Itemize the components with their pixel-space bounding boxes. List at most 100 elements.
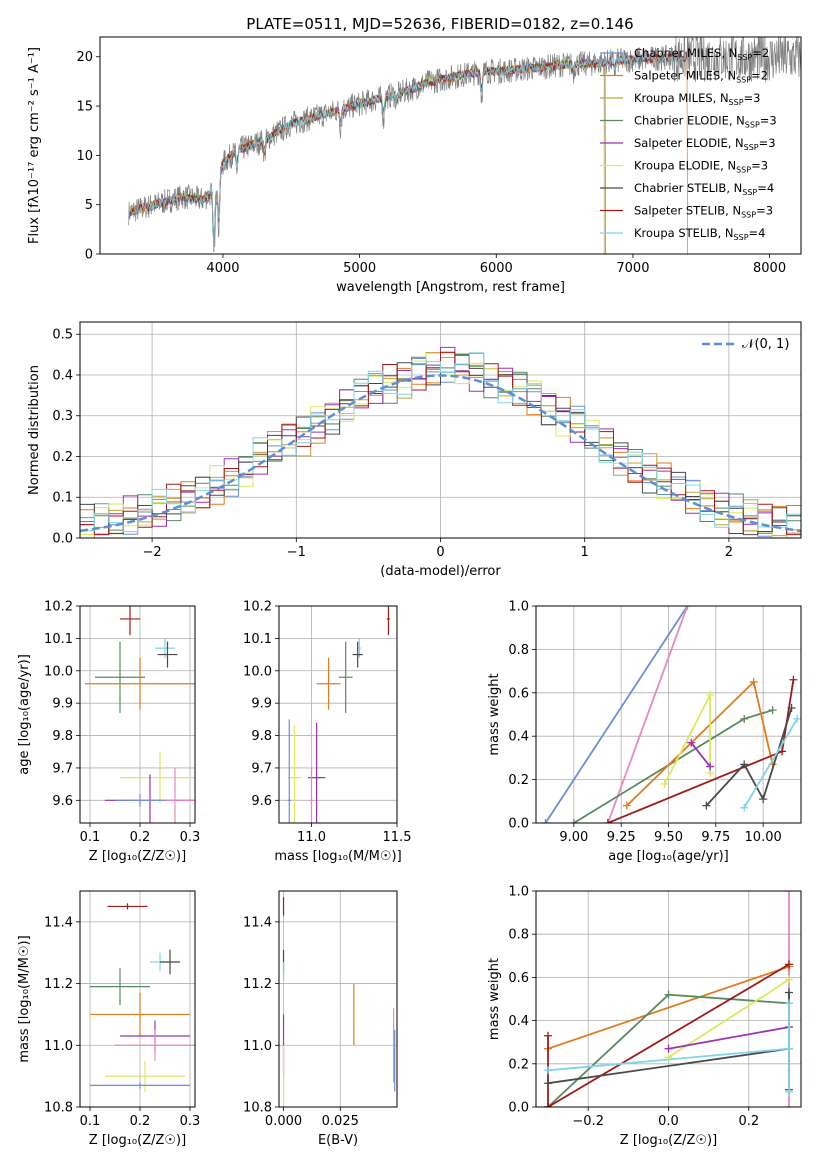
error-bar-point [90, 968, 150, 1006]
mass-weight-marker [740, 803, 749, 812]
x-tick-label: 0.3 [180, 1114, 201, 1129]
y-tick-label: 11.4 [243, 915, 272, 930]
x-tick-label: 8000 [753, 261, 786, 276]
x-tick-label: 0.3 [180, 830, 201, 845]
legend-entry: Chabrier MILES, NSSP=2 [634, 46, 769, 62]
y-tick-label: 5 [85, 198, 93, 213]
y-tick-label: 0.0 [508, 817, 529, 832]
x-tick-label: −0.2 [572, 1114, 604, 1129]
mass-vs-ebv-plot-area [282, 897, 396, 1107]
error-bar-point [107, 903, 148, 910]
mass-weight-marker [664, 990, 673, 999]
mass-weight-marker [784, 891, 793, 895]
x-tick-label: 1 [581, 545, 589, 560]
y-tick-label: 0.4 [52, 368, 73, 383]
y-tick-label: 10.8 [243, 1101, 272, 1116]
y-axis-label: mass [log₁₀(M/M☉)] [17, 935, 32, 1062]
x-tick-label: 9.25 [607, 830, 636, 845]
legend-entry: Kroupa MILES, NSSP=3 [634, 91, 760, 107]
y-tick-label: 0.4 [508, 730, 529, 745]
residual-histogram [80, 352, 801, 533]
mass-weight-line [626, 680, 774, 807]
y-tick-label: 20 [76, 50, 93, 65]
error-bar-point [352, 641, 363, 668]
x-axis-label: Z [log₁₀(Z/Z☉)] [620, 1133, 717, 1148]
y-tick-label: 10.1 [243, 632, 272, 647]
x-tick-label: 0.2 [130, 830, 151, 845]
mass-weight-line [607, 679, 795, 823]
mass-weight-marker [784, 988, 793, 997]
model-spectrum-line [128, 58, 606, 248]
y-tick-label: 9.6 [52, 794, 73, 809]
y-tick-label: 0.2 [508, 1057, 529, 1072]
x-tick-label: 5000 [343, 261, 376, 276]
y-tick-label: 10.2 [44, 600, 73, 615]
mass-weight-marker [569, 819, 578, 823]
mass-weight-line [607, 606, 689, 823]
x-tick-label: 10.00 [745, 830, 782, 845]
legend-entry: Kroupa STELIB, NSSP=4 [634, 226, 765, 242]
error-bar-point [95, 641, 145, 713]
mw-vs-age-panel: 9.00 9.25 9.50 9.75 10.00 0.0 0.2 0.4 0.6 0.8 1.0 a… [487, 600, 802, 864]
mass-weight-marker [664, 1044, 673, 1053]
y-tick-label: 10.8 [44, 1101, 73, 1116]
x-tick-label: 6000 [480, 261, 513, 276]
x-axis-label: E(B-V) [318, 1133, 358, 1148]
x-tick-label: 11.5 [383, 830, 412, 845]
mass-weight-marker [740, 714, 749, 723]
y-tick-label: 11.2 [243, 977, 272, 992]
residual-histogram [80, 352, 801, 537]
mass-vs-z-plot-area [90, 903, 195, 1092]
y-axis-label: age [log₁₀(age/yr)] [17, 654, 32, 775]
y-tick-label: 11.4 [44, 915, 73, 930]
legend-entry: 𝒩(0, 1) [742, 337, 789, 352]
error-bar-point [316, 657, 341, 710]
y-tick-label: 9.7 [52, 761, 73, 776]
x-tick-label: −1 [287, 545, 306, 560]
residual-histogram [80, 351, 801, 536]
y-tick-label: 10.1 [44, 632, 73, 647]
mass-weight-marker [793, 714, 801, 723]
error-bar-point [308, 722, 326, 823]
y-tick-label: 9.9 [251, 697, 272, 712]
mass-weight-line [547, 965, 790, 1050]
legend-entry: Salpeter STELIB, NSSP=3 [634, 204, 773, 220]
error-bar-point [309, 767, 314, 823]
y-tick-label: 15 [76, 100, 93, 115]
x-tick-label: −2 [143, 545, 162, 560]
normal-distribution-curve [80, 374, 801, 533]
error-bar-point [115, 793, 165, 807]
y-tick-label: 11.2 [44, 977, 73, 992]
mw-vs-age-plot-area [541, 606, 801, 823]
x-tick-label: 0.0 [658, 1114, 679, 1129]
y-tick-label: 11.0 [243, 1039, 272, 1054]
mw-vs-z-plot-area [544, 891, 793, 1107]
error-bar-point [90, 1082, 190, 1089]
observed-spectrum-line [128, 37, 801, 253]
model-spectrum-line [128, 57, 606, 254]
y-tick-label: 0.5 [52, 328, 73, 343]
mass-weight-line [663, 694, 711, 785]
x-axis-label: mass [log₁₀(M/M☉)] [274, 849, 401, 864]
y-tick-label: 1.0 [508, 600, 529, 615]
mass-weight-marker [702, 801, 711, 810]
error-bar-point [287, 719, 291, 823]
x-tick-label: 0.2 [738, 1114, 759, 1129]
y-tick-label: 0.2 [508, 773, 529, 788]
legend-entry: Chabrier STELIB, NSSP=4 [634, 181, 774, 197]
mass-vs-ebv-panel: 0.000 0.025 10.8 11.0 11.2 11.4 E(B-V) [243, 890, 398, 1148]
mass-weight-line [743, 718, 798, 809]
mass-weight-marker [784, 960, 793, 969]
y-tick-label: 10.2 [243, 600, 272, 615]
x-tick-label: 0 [436, 545, 444, 560]
x-axis-label: age [log₁₀(age/yr)] [608, 849, 729, 864]
mass-weight-marker [759, 795, 768, 804]
x-tick-label: 9.50 [654, 830, 683, 845]
error-bar-point [85, 657, 195, 710]
y-axis-label: Flux [fλ10⁻¹⁷ erg cm⁻² s⁻¹ A⁻¹] [27, 47, 42, 244]
axes-frame [278, 605, 398, 824]
error-bar-point [115, 1029, 195, 1061]
y-tick-label: 0.4 [508, 1014, 529, 1029]
y-tick-label: 9.7 [251, 761, 272, 776]
